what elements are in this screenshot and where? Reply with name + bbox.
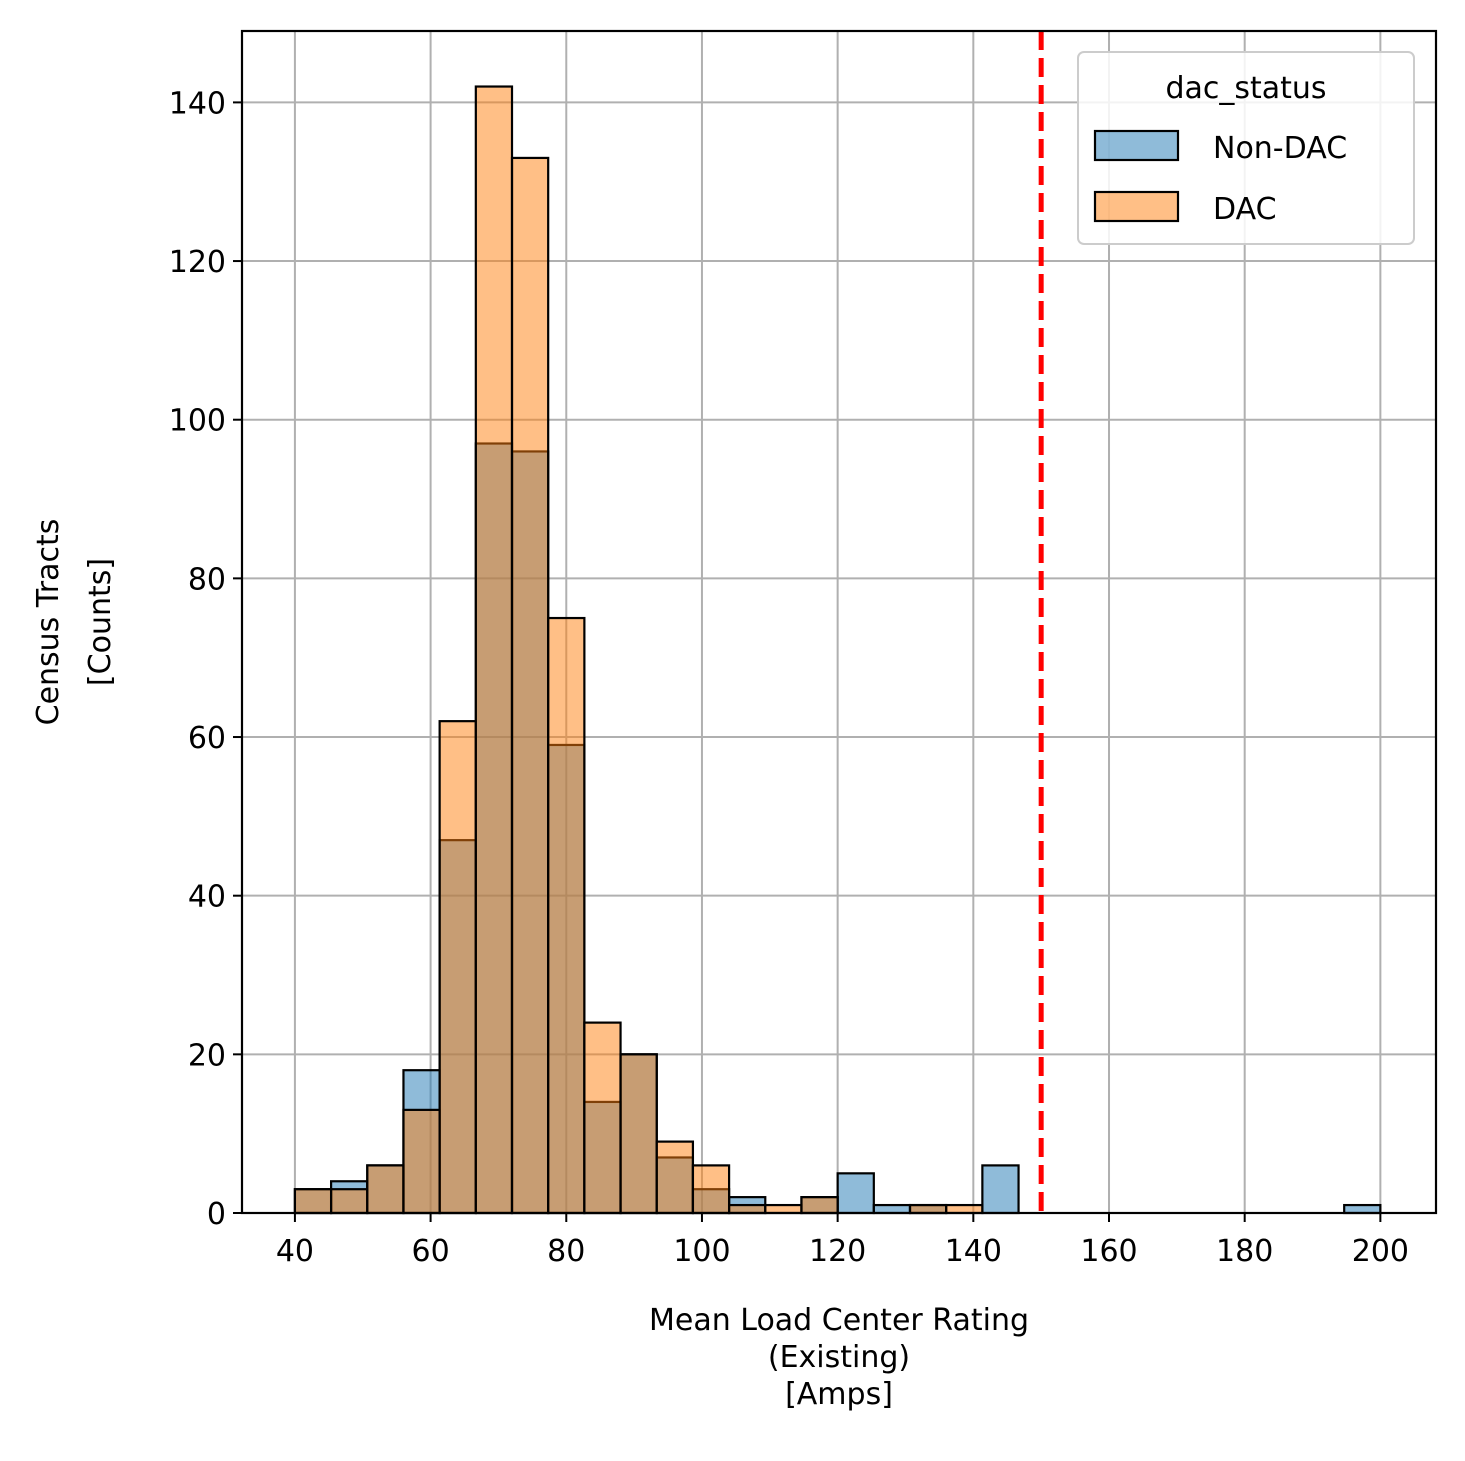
y-tick-label: 60 (188, 721, 226, 756)
bar-non-dac (836, 1172, 875, 1215)
x-tick-label: 140 (945, 1234, 1002, 1269)
bar-dac (691, 1164, 731, 1215)
bar-dac (945, 1203, 984, 1215)
y-tick-label: 40 (188, 880, 226, 915)
y-axis-label-line-2: [Counts] (83, 558, 118, 686)
y-axis-label-line-1: Census Tracts (31, 519, 66, 726)
plot-frame (240, 29, 1438, 1215)
x-axis-label-line-3: [Amps] (785, 1377, 893, 1412)
y-tick-label: 20 (188, 1038, 226, 1073)
x-tick-label: 80 (547, 1234, 585, 1269)
y-tick-label: 140 (169, 86, 226, 121)
x-tick-label: 180 (1216, 1234, 1273, 1269)
y-tick-label: 0 (207, 1197, 226, 1232)
x-tick-label: 200 (1352, 1234, 1409, 1269)
bar-dac (800, 1196, 839, 1215)
bar-non-dac (1343, 1203, 1382, 1215)
x-tick-label: 40 (276, 1234, 314, 1269)
legend-title: dac_status (1165, 71, 1326, 106)
bar-dac (547, 616, 586, 1215)
bar-dac (329, 1188, 369, 1215)
bar-dac (583, 1021, 622, 1215)
y-tick-label: 80 (188, 562, 226, 597)
bar-non-dac (872, 1203, 912, 1215)
bar-dac (438, 720, 477, 1215)
legend: dac_status Non-DAC DAC (1077, 51, 1415, 245)
bar-dac (619, 1053, 658, 1215)
x-tick-label: 160 (1080, 1234, 1137, 1269)
bar-non-dac (981, 1164, 1020, 1215)
legend-swatch-dac (1093, 190, 1180, 223)
x-tick-label: 120 (809, 1234, 866, 1269)
y-tick-label: 120 (169, 245, 226, 280)
x-axis-label-line-1: Mean Load Center Rating (649, 1303, 1029, 1338)
bar-dac (474, 85, 514, 1215)
x-tick-label: 100 (673, 1234, 730, 1269)
axis-ticks: 40 60 80 100 120 140 160 180 200 0 20 40 60 80 100 120 1… (169, 86, 1409, 1269)
legend-label-non-dac: Non-DAC (1213, 131, 1347, 166)
bar-dac (293, 1188, 333, 1215)
series-dac-bars (293, 85, 984, 1215)
bar-dac (908, 1203, 948, 1215)
bar-dac (764, 1203, 803, 1215)
legend-swatch-non-dac (1093, 129, 1180, 162)
legend-label-dac: DAC (1213, 192, 1277, 227)
bar-dac (366, 1164, 405, 1215)
x-tick-label: 60 (412, 1234, 450, 1269)
bar-dac (510, 156, 550, 1215)
bar-dac (727, 1203, 767, 1215)
y-tick-label: 100 (169, 404, 226, 439)
bar-dac (402, 1108, 441, 1215)
bar-dac (655, 1140, 695, 1215)
x-axis-label-line-2: (Existing) (768, 1340, 910, 1375)
